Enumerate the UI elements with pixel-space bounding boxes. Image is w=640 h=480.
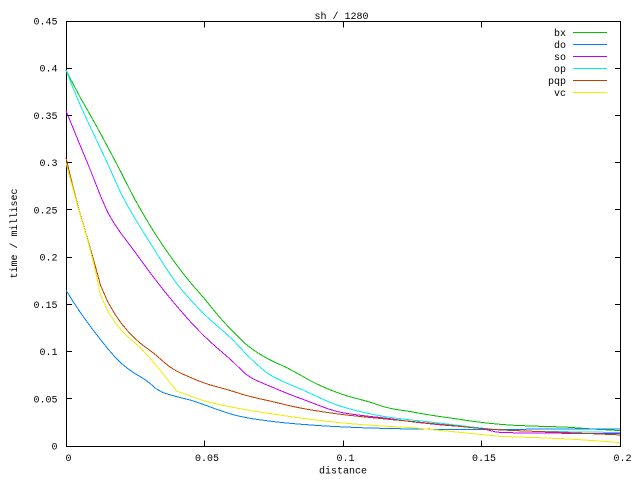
- svg-text:distance: distance: [319, 466, 367, 478]
- svg-text:time / millisec: time / millisec: [9, 188, 21, 278]
- svg-text:0: 0: [51, 443, 57, 454]
- svg-text:0.15: 0.15: [33, 301, 57, 312]
- svg-text:0.1: 0.1: [336, 454, 354, 465]
- svg-text:0.05: 0.05: [195, 454, 219, 465]
- svg-text:0.05: 0.05: [33, 395, 57, 406]
- svg-text:do: do: [554, 40, 566, 52]
- svg-text:pqp: pqp: [548, 77, 566, 88]
- svg-text:0.2: 0.2: [613, 454, 631, 465]
- svg-text:sh / 1280: sh / 1280: [314, 11, 368, 23]
- svg-text:bx: bx: [554, 28, 566, 40]
- svg-text:vc: vc: [554, 89, 566, 100]
- svg-text:0.1: 0.1: [39, 348, 57, 359]
- svg-text:0.2: 0.2: [39, 254, 57, 265]
- svg-text:op: op: [554, 65, 566, 76]
- svg-text:so: so: [554, 53, 566, 64]
- svg-text:0.35: 0.35: [33, 112, 57, 123]
- svg-text:0.25: 0.25: [33, 206, 57, 217]
- svg-text:0.4: 0.4: [39, 65, 57, 76]
- svg-text:0.3: 0.3: [39, 159, 57, 170]
- svg-text:0: 0: [65, 454, 71, 465]
- svg-text:0.45: 0.45: [33, 18, 57, 29]
- svg-text:0.15: 0.15: [472, 454, 496, 465]
